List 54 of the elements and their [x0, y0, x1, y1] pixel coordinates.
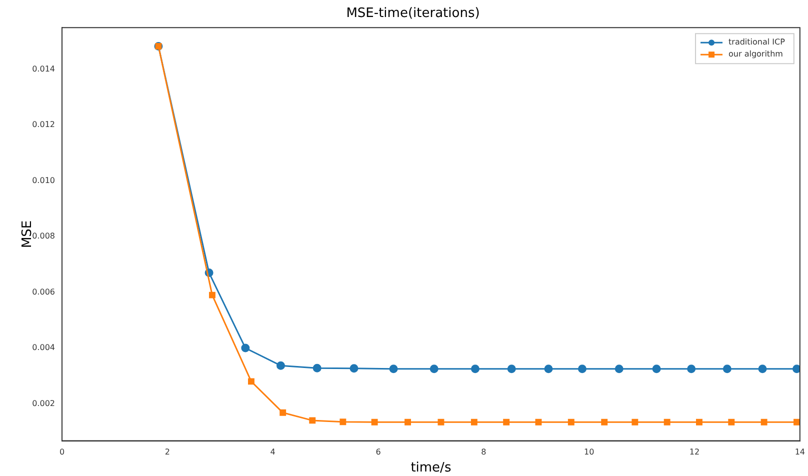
point — [794, 418, 800, 426]
point — [535, 418, 542, 426]
y-tick-label: 0.006 — [32, 287, 55, 296]
x-tick-label: 8 — [481, 448, 486, 457]
point — [276, 361, 285, 370]
y-tick-label: 0.004 — [32, 343, 55, 352]
point — [792, 364, 800, 374]
x-tick-label: 10 — [584, 448, 594, 457]
point — [430, 364, 438, 374]
point — [601, 418, 608, 426]
x-tick-label: 12 — [689, 448, 700, 457]
legend-label: our algorithm — [728, 50, 784, 59]
point — [280, 409, 286, 416]
point — [248, 378, 254, 385]
point — [544, 364, 553, 374]
point — [632, 418, 638, 426]
point — [503, 418, 510, 426]
point — [389, 364, 398, 374]
point — [470, 418, 478, 426]
point — [350, 364, 358, 373]
point — [568, 418, 574, 426]
point — [728, 418, 735, 426]
x-tick-label: 4 — [270, 448, 276, 457]
point — [664, 418, 670, 426]
point — [722, 364, 732, 374]
point — [340, 418, 346, 426]
point — [404, 418, 411, 426]
x-tick-label: 6 — [376, 448, 381, 457]
point — [371, 418, 378, 426]
point — [760, 418, 768, 426]
point — [687, 364, 696, 374]
y-tick-label: 0.012 — [32, 120, 55, 130]
point — [438, 418, 444, 426]
point — [470, 364, 480, 374]
point — [312, 364, 322, 372]
x-axis-title: time/s — [410, 460, 452, 476]
point — [208, 292, 216, 298]
x-tick-label: 2 — [164, 448, 170, 457]
point — [309, 417, 316, 424]
point — [758, 364, 767, 374]
point — [652, 364, 661, 374]
x-tick-label: 14 — [794, 448, 806, 457]
point — [507, 364, 516, 374]
point — [696, 418, 702, 426]
y-tick-label: 0.010 — [32, 176, 55, 185]
x-tick-label: 0 — [59, 448, 65, 457]
y-tick-label: 0.008 — [32, 232, 55, 241]
chart-title: MSE-time(iterations) — [346, 6, 480, 22]
y-tick-label: 0.014 — [32, 64, 55, 74]
point — [241, 344, 250, 352]
legend-label: traditional ICP — [728, 38, 786, 47]
point — [614, 364, 624, 374]
y-tick-label: 0.002 — [32, 398, 55, 408]
point — [578, 364, 586, 374]
